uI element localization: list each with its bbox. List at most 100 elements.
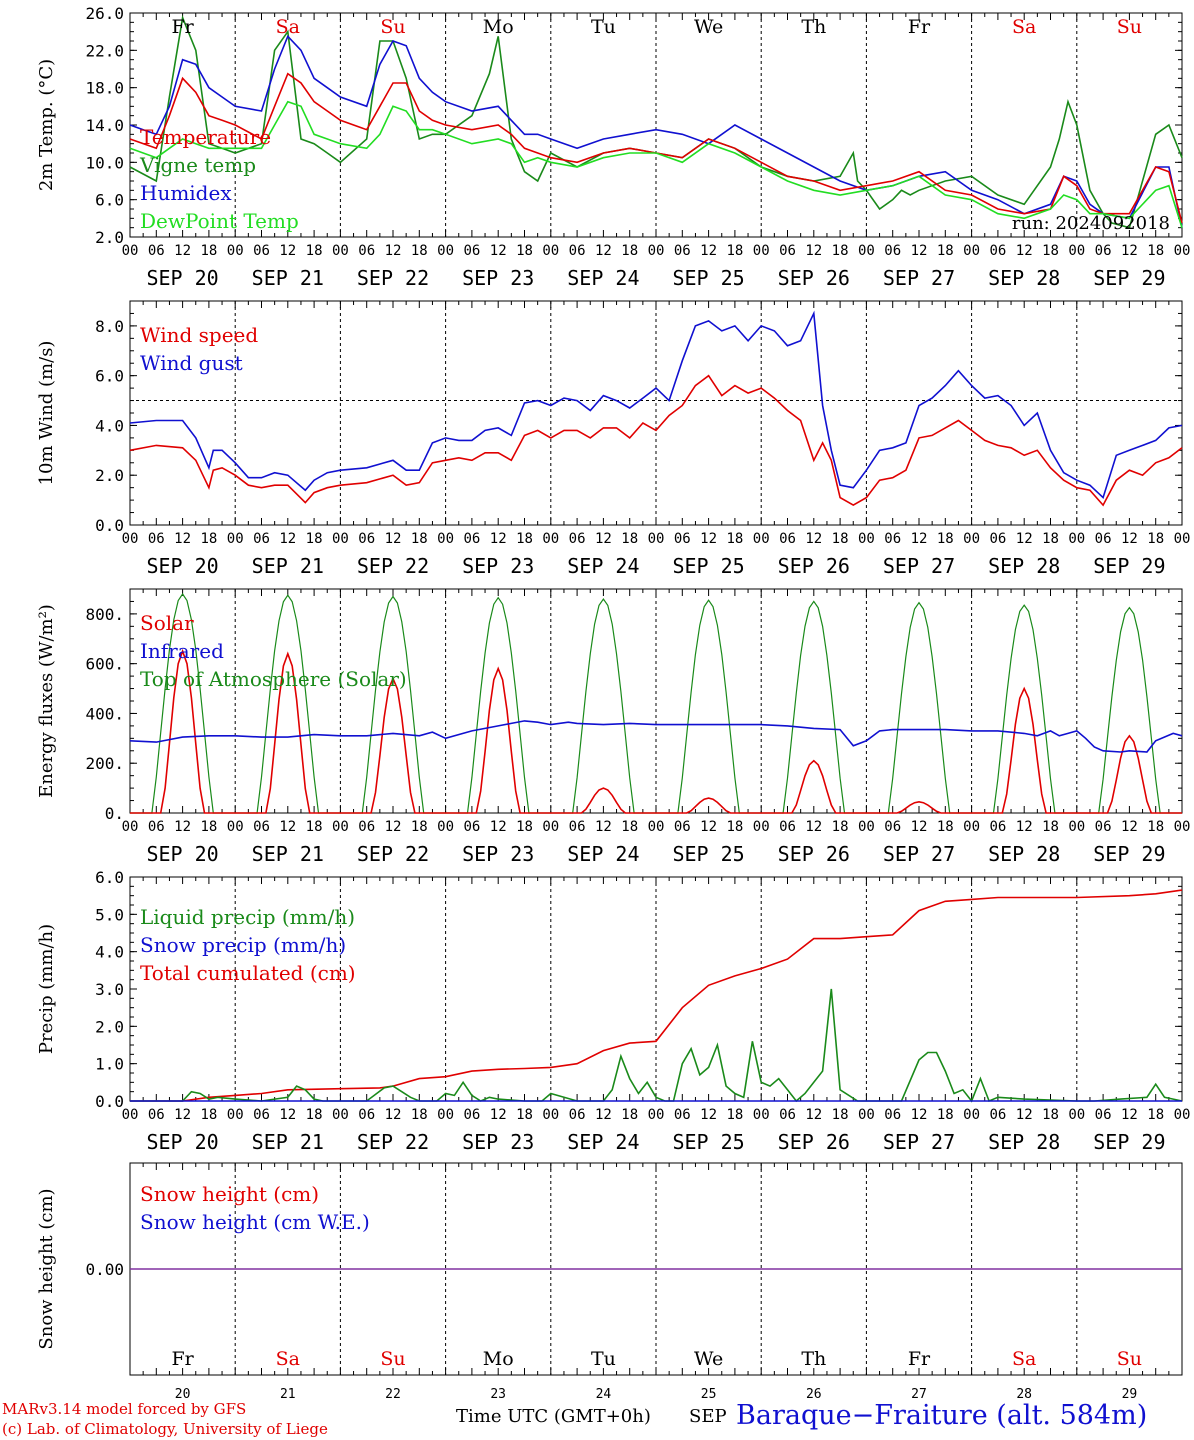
weekday-label: Mo: [483, 1348, 514, 1370]
hour-tick-label: 00: [332, 819, 349, 835]
day-label: SEP 29: [1093, 266, 1165, 290]
panel-4: 0.0 1.0 2.0 3.0 4.0 5.0 6.0 Precip (mm/h) Liquid…: [36, 868, 1190, 1154]
hour-tick-label: 06: [1095, 1107, 1112, 1123]
hour-tick-label: 06: [989, 531, 1006, 547]
day-label: SEP 27: [883, 842, 955, 866]
hour-tick-label: 00: [122, 531, 139, 547]
hour-tick-label: 18: [306, 819, 323, 835]
hour-tick-label: 12: [1121, 243, 1138, 259]
hour-tick-label: 12: [385, 819, 402, 835]
hour-tick-label: 12: [490, 1107, 507, 1123]
panel-1: 2.0 6.0 10.0 14.0 18.0 22.0 26.0 2m Temp. (°C) T…: [36, 4, 1190, 290]
series-dewpoint-temp: [129, 100, 1183, 228]
weekday-label: Sa: [1012, 16, 1036, 38]
hour-tick-label: 00: [332, 1107, 349, 1123]
legend-entry: Snow height (cm W.E.): [140, 1210, 370, 1234]
hour-tick-label: 12: [911, 819, 928, 835]
hour-tick-label: 06: [989, 243, 1006, 259]
hour-tick-label: 06: [884, 243, 901, 259]
legend-entry: Vigne temp: [139, 153, 256, 177]
hour-tick-label: 12: [700, 1107, 717, 1123]
y-tick-label: 3.0: [95, 980, 124, 999]
day-label: SEP 28: [988, 266, 1060, 290]
hour-tick-label: 00: [332, 531, 349, 547]
hour-tick-label: 00: [437, 243, 454, 259]
y-axis-label: 2m Temp. (°C): [36, 59, 57, 191]
footer-credit: MARv3.14 model forced by GFS (c) Lab. of…: [2, 1399, 328, 1439]
hour-tick-label: 00: [963, 243, 980, 259]
weekday-label: Fr: [908, 1348, 931, 1370]
day-label: SEP 21: [252, 266, 324, 290]
legend-entry: Temperature: [140, 125, 271, 149]
hour-tick-label: 00: [963, 531, 980, 547]
y-tick-label: 200.: [85, 754, 124, 773]
hour-tick-label: 18: [621, 531, 638, 547]
y-tick-label: 4.0: [95, 416, 124, 435]
day-label: SEP 20: [146, 1130, 218, 1154]
day-label: SEP 26: [778, 842, 850, 866]
hour-tick-label: 06: [463, 531, 480, 547]
hour-tick-label: 06: [358, 531, 375, 547]
hour-tick-label: 18: [516, 1107, 533, 1123]
day-number-label: 29: [1122, 1387, 1138, 1402]
hour-tick-label: 18: [411, 819, 428, 835]
hour-tick-label: 12: [1016, 531, 1033, 547]
hour-tick-label: 18: [411, 243, 428, 259]
hour-tick-label: 00: [332, 243, 349, 259]
hour-tick-label: 12: [490, 243, 507, 259]
hour-tick-label: 06: [779, 819, 796, 835]
hour-tick-label: 06: [148, 243, 165, 259]
day-number-label: 25: [701, 1387, 717, 1402]
hour-tick-label: 12: [595, 243, 612, 259]
hour-tick-label: 00: [227, 819, 244, 835]
hour-tick-label: 18: [1042, 1107, 1059, 1123]
hour-tick-label: 12: [174, 531, 191, 547]
hour-tick-label: 06: [884, 1107, 901, 1123]
hour-tick-label: 00: [122, 243, 139, 259]
hour-tick-label: 18: [832, 1107, 849, 1123]
hour-tick-label: 06: [569, 243, 586, 259]
series-wind-gust: [129, 310, 1183, 500]
hour-tick-label: 18: [937, 819, 954, 835]
hour-tick-label: 00: [648, 819, 665, 835]
weekday-label: Tu: [591, 1348, 616, 1370]
hour-tick-label: 00: [648, 1107, 665, 1123]
hour-tick-label: 12: [1121, 819, 1138, 835]
hour-tick-label: 18: [832, 531, 849, 547]
day-number-label: 24: [596, 1387, 612, 1402]
y-tick-label: 5.0: [95, 905, 124, 924]
hour-tick-label: 12: [911, 1107, 928, 1123]
hour-tick-label: 12: [911, 531, 928, 547]
hour-tick-label: 18: [200, 819, 217, 835]
day-label: SEP 23: [462, 554, 534, 578]
day-number-label: 28: [1016, 1387, 1032, 1402]
hour-tick-label: 00: [648, 531, 665, 547]
day-label: SEP 25: [672, 842, 744, 866]
hour-tick-label: 00: [1174, 243, 1191, 259]
day-label: SEP 22: [357, 266, 429, 290]
day-number-label: 20: [175, 1387, 191, 1402]
hour-tick-label: 06: [779, 1107, 796, 1123]
y-tick-label: 18.0: [85, 79, 124, 98]
y-tick-label: 1.0: [95, 1055, 124, 1074]
day-label: SEP 20: [146, 554, 218, 578]
hour-tick-label: 06: [569, 531, 586, 547]
day-label: SEP 22: [357, 554, 429, 578]
weekday-label: Sa: [276, 16, 300, 38]
hour-tick-label: 18: [726, 1107, 743, 1123]
hour-tick-label: 06: [1095, 819, 1112, 835]
hour-tick-label: 00: [753, 819, 770, 835]
hour-tick-label: 00: [858, 1107, 875, 1123]
hour-tick-label: 06: [989, 819, 1006, 835]
hour-tick-label: 12: [911, 243, 928, 259]
legend-entry: Snow precip (mm/h): [140, 933, 346, 957]
hour-tick-label: 00: [542, 819, 559, 835]
hour-tick-label: 12: [279, 531, 296, 547]
weekday-label: Su: [380, 1348, 405, 1370]
day-label: SEP 29: [1093, 1130, 1165, 1154]
legend-entry: Liquid precip (mm/h): [140, 905, 355, 929]
hour-tick-label: 00: [1174, 531, 1191, 547]
weekday-label: Fr: [908, 16, 931, 38]
y-tick-label: 6.0: [95, 868, 124, 887]
